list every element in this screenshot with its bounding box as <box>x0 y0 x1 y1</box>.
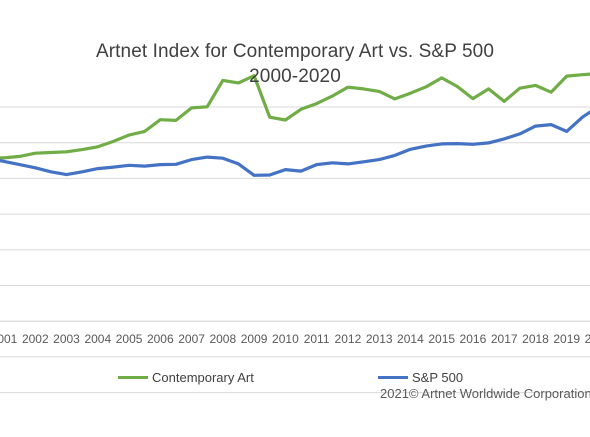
x-axis: 2001 2002 2003 2004 2005 2006 2007 2008 2009 2010… <box>0 332 590 346</box>
x-tick-label: 2013 <box>366 332 393 346</box>
x-tick-label: 2008 <box>209 332 236 346</box>
x-tick-label: 2002 <box>22 332 49 346</box>
series-line-sp500 <box>0 110 590 177</box>
chart-subtitle: 2000-2020 <box>249 66 341 87</box>
chart-title: Artnet Index for Contemporary Art vs. S&… <box>95 41 495 62</box>
x-tick-label: 2001 <box>0 332 18 346</box>
x-tick-label: 2020 <box>585 332 590 346</box>
x-tick-label: 2005 <box>116 332 143 346</box>
x-tick-label: 2016 <box>460 332 487 346</box>
legend-swatch-sp500 <box>378 376 408 379</box>
x-tick-label: 2006 <box>147 332 174 346</box>
x-tick-label: 2011 <box>304 332 330 346</box>
series-layer <box>0 72 590 177</box>
x-tick-label: 2019 <box>553 332 580 346</box>
x-tick-label: 2017 <box>491 332 518 346</box>
x-tick-label: 2014 <box>397 332 424 346</box>
x-tick-label: 2007 <box>178 332 205 346</box>
series-line-contemporary-art <box>0 72 590 160</box>
x-tick-label: 2003 <box>53 332 80 346</box>
legend-item-contemporary-art: Contemporary Art <box>118 370 254 385</box>
legend-item-sp500: S&P 500 <box>378 370 463 385</box>
x-tick-label: 2010 <box>272 332 299 346</box>
x-tick-label: 2009 <box>241 332 268 346</box>
gridlines <box>0 106 590 394</box>
x-tick-label: 2004 <box>84 332 111 346</box>
copyright-text: 2021© Artnet Worldwide Corporation <box>380 386 590 401</box>
legend-swatch-contemporary-art <box>118 376 148 379</box>
x-tick-label: 2012 <box>335 332 362 346</box>
legend-label-sp500: S&P 500 <box>412 370 464 385</box>
x-tick-label: 2015 <box>428 332 455 346</box>
x-tick-label: 2018 <box>522 332 549 346</box>
legend-label-contemporary-art: Contemporary Art <box>152 370 254 385</box>
